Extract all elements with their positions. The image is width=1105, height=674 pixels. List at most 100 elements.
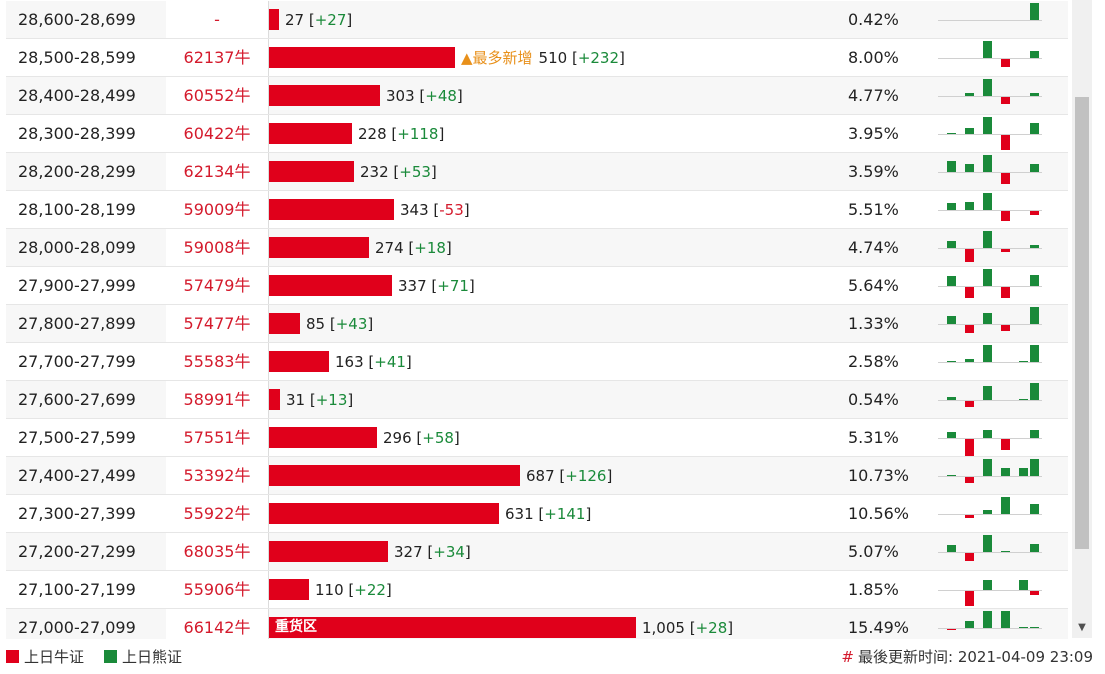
cbbc-code[interactable]: 57479牛 bbox=[166, 267, 268, 304]
sparkline bbox=[938, 1, 1042, 39]
cbbc-code[interactable]: 55906牛 bbox=[166, 571, 268, 608]
price-range: 28,200-28,299 bbox=[18, 162, 136, 181]
price-range: 27,200-27,299 bbox=[18, 542, 136, 561]
sparkline-bar bbox=[947, 276, 956, 286]
sparkline-bar bbox=[1030, 93, 1039, 96]
sparkline-bar bbox=[983, 345, 992, 362]
legend-bear: 上日熊证 bbox=[104, 640, 182, 674]
count-bar: 重货区 bbox=[269, 617, 636, 638]
percentage: 4.77% bbox=[848, 86, 899, 105]
count-bar bbox=[269, 465, 520, 486]
cbbc-code[interactable]: 59008牛 bbox=[166, 229, 268, 266]
sparkline-bar bbox=[983, 429, 992, 438]
sparkline-bar bbox=[965, 553, 974, 562]
count-value: 631 bbox=[505, 505, 534, 523]
sparkline-bar bbox=[1030, 459, 1039, 476]
count-bar bbox=[269, 9, 279, 30]
column-divider bbox=[268, 305, 269, 342]
column-divider bbox=[268, 419, 269, 456]
sparkline bbox=[938, 305, 1042, 343]
price-range: 27,900-27,999 bbox=[18, 276, 136, 295]
table-row: 28,300-28,399 60422牛 228 [+118] 3.95% bbox=[6, 115, 1068, 153]
cbbc-code[interactable]: 62137牛 bbox=[166, 39, 268, 76]
sparkline-bar bbox=[947, 160, 956, 172]
sparkline-axis bbox=[938, 210, 1042, 211]
cbbc-code[interactable]: 60422牛 bbox=[166, 115, 268, 152]
cbbc-code[interactable]: 55922牛 bbox=[166, 495, 268, 532]
sparkline-bar bbox=[947, 203, 956, 210]
delta-value: +43 bbox=[335, 315, 368, 333]
sparkline-bar bbox=[965, 201, 974, 210]
delta-value: +141 bbox=[544, 505, 586, 523]
sparkline-bar bbox=[1030, 245, 1039, 248]
sparkline-axis bbox=[938, 96, 1042, 97]
sparkline-bar bbox=[1019, 360, 1028, 362]
sparkline-bar bbox=[983, 535, 992, 552]
price-range: 28,600-28,699 bbox=[18, 10, 136, 29]
count-bar bbox=[269, 199, 394, 220]
column-divider bbox=[268, 77, 269, 114]
sparkline-bar bbox=[1001, 97, 1010, 104]
cbbc-code[interactable]: 57477牛 bbox=[166, 305, 268, 342]
cbbc-code[interactable]: 66142牛 bbox=[166, 609, 268, 639]
sparkline-bar bbox=[983, 509, 992, 514]
column-divider bbox=[268, 533, 269, 570]
sparkline-bar bbox=[983, 155, 992, 172]
count-bar bbox=[269, 123, 352, 144]
scrollbar-thumb[interactable] bbox=[1075, 97, 1089, 549]
delta-value: +71 bbox=[437, 277, 469, 295]
cbbc-code[interactable]: 53392牛 bbox=[166, 457, 268, 494]
percentage: 10.56% bbox=[848, 504, 910, 523]
sparkline-bar bbox=[983, 386, 992, 400]
column-divider bbox=[268, 229, 269, 266]
sparkline-bar bbox=[983, 459, 992, 476]
scroll-down-arrow-icon[interactable]: ▼ bbox=[1078, 622, 1086, 633]
count-value: 110 bbox=[315, 581, 344, 599]
last-update: # 最後更新时间: 2021-04-09 23:09 bbox=[841, 640, 1093, 674]
sparkline-bar bbox=[965, 401, 974, 407]
sparkline bbox=[938, 609, 1042, 639]
sparkline-bar bbox=[965, 591, 974, 607]
sparkline-bar bbox=[1001, 249, 1010, 252]
sparkline-bar bbox=[947, 241, 956, 248]
cbbc-code[interactable]: - bbox=[166, 1, 268, 38]
sparkline-bar bbox=[1019, 467, 1028, 476]
table-row: 27,800-27,899 57477牛 85 [+43] 1.33% bbox=[6, 305, 1068, 343]
sparkline-bar bbox=[965, 477, 974, 483]
count-bar bbox=[269, 47, 455, 68]
sparkline-bar bbox=[965, 93, 974, 96]
footer: 上日牛证 上日熊证 # 最後更新时间: 2021-04-09 23:09 bbox=[0, 640, 1105, 674]
cbbc-code[interactable]: 58991牛 bbox=[166, 381, 268, 418]
sparkline-bar bbox=[947, 432, 956, 438]
vertical-scrollbar[interactable]: ▼ bbox=[1072, 0, 1092, 638]
count-value: 303 bbox=[386, 87, 415, 105]
delta-value: +28 bbox=[695, 619, 728, 637]
percentage: 1.85% bbox=[848, 580, 899, 599]
table-row: 28,400-28,499 60552牛 303 [+48] 4.77% bbox=[6, 77, 1068, 115]
cbbc-code[interactable]: 68035牛 bbox=[166, 533, 268, 570]
cbbc-code[interactable]: 59009牛 bbox=[166, 191, 268, 228]
count-value: 1,005 bbox=[642, 619, 685, 637]
cbbc-code[interactable]: 57551牛 bbox=[166, 419, 268, 456]
bar-label: 327 [+34] bbox=[394, 543, 471, 561]
delta-value: +53 bbox=[399, 163, 431, 181]
cbbc-code[interactable]: 62134牛 bbox=[166, 153, 268, 190]
sparkline-bar bbox=[947, 474, 956, 476]
percentage: 10.73% bbox=[848, 466, 910, 485]
percentage: 15.49% bbox=[848, 618, 910, 637]
cbbc-code[interactable]: 60552牛 bbox=[166, 77, 268, 114]
delta-value: +13 bbox=[315, 391, 348, 409]
sparkline-bar bbox=[983, 41, 992, 58]
count-value: 327 bbox=[394, 543, 423, 561]
sparkline-bar bbox=[1001, 611, 1010, 628]
sparkline-bar bbox=[1001, 173, 1010, 185]
sparkline-bar bbox=[1030, 429, 1039, 438]
count-bar bbox=[269, 427, 377, 448]
sparkline-axis bbox=[938, 286, 1042, 287]
count-bar bbox=[269, 161, 354, 182]
sparkline-bar bbox=[965, 163, 974, 172]
cbbc-code[interactable]: 55583牛 bbox=[166, 343, 268, 380]
sparkline bbox=[938, 457, 1042, 495]
red-square-icon bbox=[6, 650, 19, 663]
bar-label: 274 [+18] bbox=[375, 239, 452, 257]
